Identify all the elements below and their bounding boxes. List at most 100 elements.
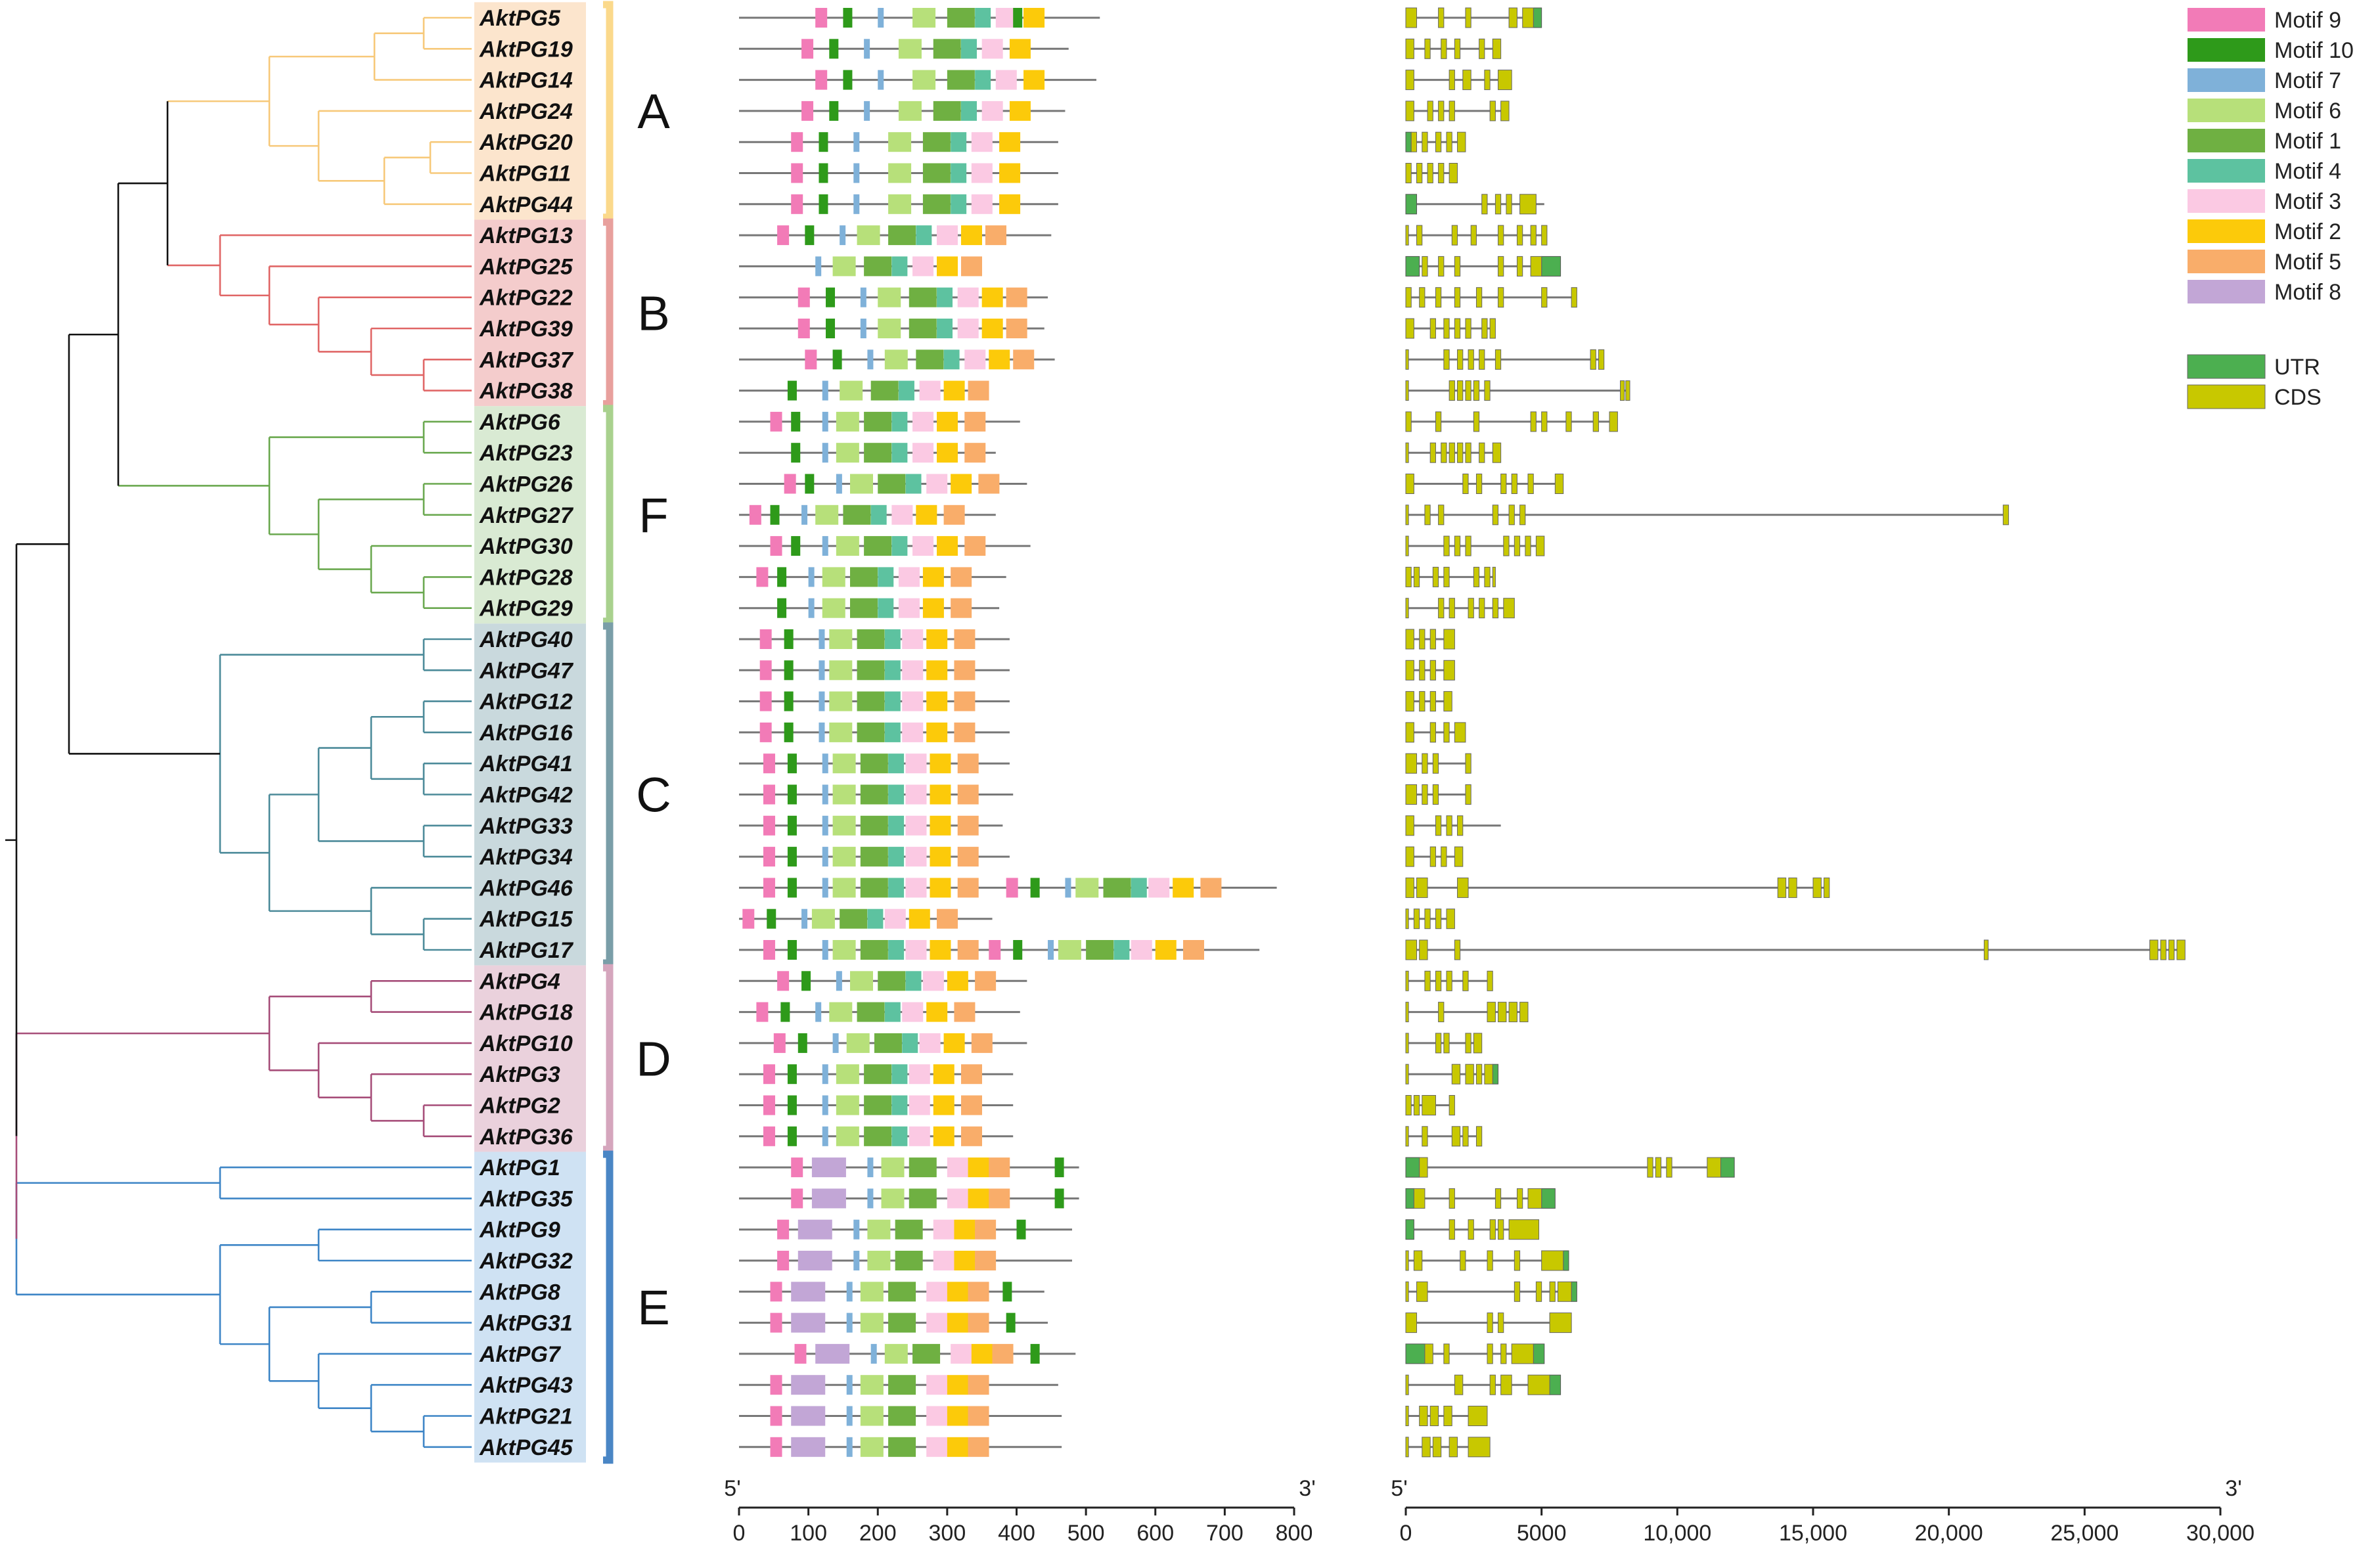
motif-box-m1 [843, 504, 871, 525]
gene-label: AktPG20 [479, 130, 573, 155]
legend-swatch-m2 [2188, 219, 2265, 243]
motif-box-m1 [850, 567, 878, 587]
cds-box [1788, 877, 1797, 898]
motif-box-m7 [822, 1095, 828, 1115]
motif-box-m9 [794, 1343, 807, 1364]
gene-label: AktPG5 [479, 6, 561, 31]
motif-box-m10 [791, 443, 801, 463]
motif-box-m3 [951, 1343, 972, 1364]
motif-box-m3 [926, 474, 948, 494]
motif-box-m7 [1048, 940, 1054, 960]
cds-box [1457, 877, 1469, 898]
cds-box [1419, 1157, 1428, 1178]
gene-label: AktPG44 [479, 192, 573, 217]
motif-box-m2 [937, 256, 958, 277]
cds-box [1516, 225, 1523, 246]
motif-box-m6 [832, 256, 856, 277]
cds-box [1448, 163, 1458, 183]
motif-box-m6 [836, 1126, 859, 1146]
cds-box [1413, 1188, 1426, 1209]
motif-box-m5 [951, 598, 972, 618]
cds-box [1535, 1281, 1542, 1302]
cds-box [1506, 194, 1512, 215]
cds-box [1438, 598, 1445, 619]
motif-box-m3 [902, 660, 924, 681]
motif-box-m7 [822, 443, 828, 463]
motif-box-m7 [822, 878, 828, 898]
motif-box-m3 [912, 256, 934, 277]
motif-box-m9 [770, 1375, 782, 1395]
cds-box [1405, 908, 1409, 930]
cds-box [1416, 225, 1423, 246]
motif-box-m6 [822, 598, 845, 618]
motif-box-m5 [978, 474, 1000, 494]
cds-box [1465, 784, 1471, 805]
motif-box-m1 [922, 163, 951, 183]
cds-box [1451, 1126, 1461, 1147]
cds-box [2176, 939, 2186, 960]
cds-box [1590, 349, 1596, 370]
motif-box-m5 [968, 1312, 989, 1333]
cds-box [1405, 1064, 1409, 1085]
cds-box [1983, 939, 1989, 960]
motif-box-m10 [787, 1064, 797, 1085]
motif-box-m3 [971, 132, 993, 152]
cds-box [1508, 7, 1517, 28]
gene-label: AktPG32 [479, 1249, 573, 1274]
motif-box-m6 [829, 629, 853, 649]
motif-box-m3 [902, 629, 924, 649]
motif-box-m3 [964, 349, 986, 370]
cds-box [1498, 225, 1504, 246]
motif-box-m10 [826, 319, 836, 338]
gene-label: AktPG16 [479, 721, 573, 746]
utr-box [1492, 1064, 1499, 1085]
utr-box [1405, 1219, 1414, 1240]
motif-box-m7 [836, 474, 842, 494]
motif-box-m3 [912, 536, 934, 556]
cds-box [1511, 474, 1517, 494]
motif-box-m1 [840, 908, 868, 929]
legend-swatch-m5 [2188, 250, 2265, 273]
motif-box-m1 [888, 1375, 916, 1395]
cds-box [1435, 970, 1442, 991]
gene-label: AktPG3 [479, 1062, 560, 1087]
cds-box [1405, 970, 1409, 991]
cds-box [1451, 225, 1458, 246]
motif-tick-label: 500 [1067, 1521, 1105, 1546]
motif-box-m3 [919, 380, 941, 401]
cds-box [1527, 1374, 1550, 1395]
motif-box-m1 [895, 1251, 923, 1270]
cds-box [1422, 131, 1428, 152]
cds-box [1419, 660, 1426, 681]
motif-box-m1 [864, 411, 892, 432]
motif-box-m4 [937, 319, 953, 338]
motif-box-m3 [905, 940, 927, 960]
group-label-background [474, 623, 586, 966]
cds-box [1541, 287, 1548, 308]
motif-box-m6 [860, 1312, 884, 1333]
group-bracket [603, 1, 614, 221]
motif-box-m3 [957, 319, 979, 338]
motif-box-m7 [815, 256, 822, 277]
gene-tick-label: 20,000 [1915, 1521, 1983, 1546]
cds-box [1527, 1188, 1542, 1209]
motif-box-m3 [937, 225, 958, 246]
gene-label: AktPG25 [479, 254, 573, 279]
cds-box [1413, 1250, 1423, 1271]
motif-box-m7 [867, 1157, 874, 1178]
motif-box-m7 [836, 971, 842, 991]
cds-box [1432, 753, 1439, 774]
legend-swatch-m7 [2188, 68, 2265, 92]
motif-box-m5 [961, 1126, 982, 1146]
gene-label: AktPG30 [479, 534, 573, 559]
motif-box-m7 [846, 1406, 853, 1426]
cds-box [1468, 1437, 1491, 1458]
cds-box [1707, 1157, 1721, 1178]
cds-box [1454, 256, 1461, 277]
cds-box [1475, 474, 1483, 494]
motif-box-m9 [801, 39, 814, 59]
motif-box-m2 [954, 1251, 976, 1270]
motif-box-m2 [926, 629, 948, 649]
motif-box-m6 [836, 1095, 859, 1115]
motif-box-m6 [822, 567, 845, 587]
